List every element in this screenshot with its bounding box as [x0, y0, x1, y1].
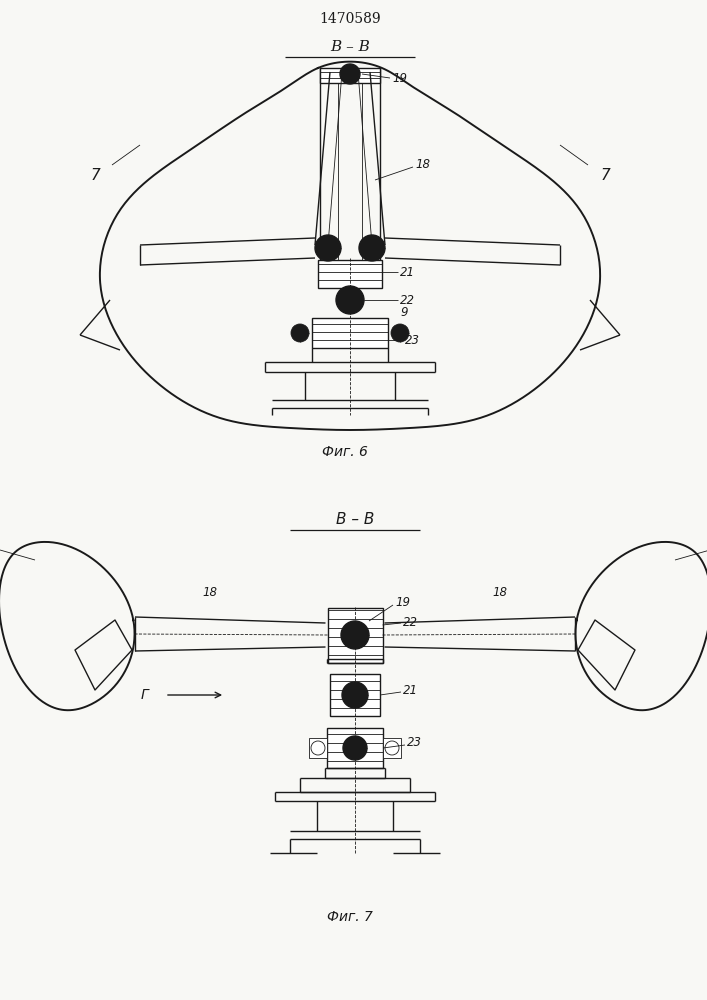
Bar: [312, 318, 388, 348]
Circle shape: [346, 70, 354, 78]
Text: 18: 18: [493, 586, 508, 599]
Circle shape: [349, 629, 361, 641]
Text: В – В: В – В: [336, 512, 374, 527]
Circle shape: [291, 324, 309, 342]
Circle shape: [344, 294, 356, 306]
Circle shape: [342, 682, 368, 708]
Circle shape: [359, 235, 385, 261]
Circle shape: [343, 736, 367, 760]
Text: 22: 22: [403, 616, 418, 630]
Text: 9: 9: [400, 306, 407, 320]
Text: Г: Г: [141, 688, 149, 702]
Circle shape: [349, 690, 361, 700]
Text: 1470589: 1470589: [319, 12, 381, 26]
Circle shape: [366, 242, 378, 254]
Bar: [383, 738, 401, 758]
Text: 18: 18: [415, 158, 430, 172]
Bar: [318, 260, 382, 288]
Bar: [309, 738, 327, 758]
Text: 21: 21: [403, 684, 418, 696]
Text: 23: 23: [407, 736, 422, 750]
Text: В – В: В – В: [330, 40, 370, 54]
Circle shape: [340, 64, 360, 84]
Text: 19: 19: [392, 72, 407, 85]
Circle shape: [315, 235, 341, 261]
Circle shape: [391, 324, 409, 342]
Text: 22: 22: [400, 294, 415, 306]
Text: 7: 7: [600, 167, 610, 182]
Text: 18: 18: [202, 586, 218, 599]
Bar: [320, 68, 380, 83]
Bar: [327, 728, 383, 768]
Circle shape: [350, 743, 360, 753]
Text: 7: 7: [90, 167, 100, 182]
Text: Фиг. 7: Фиг. 7: [327, 910, 373, 924]
Circle shape: [341, 621, 369, 649]
Text: 19: 19: [395, 596, 410, 609]
Bar: [330, 674, 380, 716]
Circle shape: [336, 286, 364, 314]
Text: Фиг. 6: Фиг. 6: [322, 445, 368, 459]
Text: 23: 23: [405, 334, 420, 347]
Bar: [327, 607, 382, 662]
Text: 21: 21: [400, 265, 415, 278]
Circle shape: [322, 242, 334, 254]
